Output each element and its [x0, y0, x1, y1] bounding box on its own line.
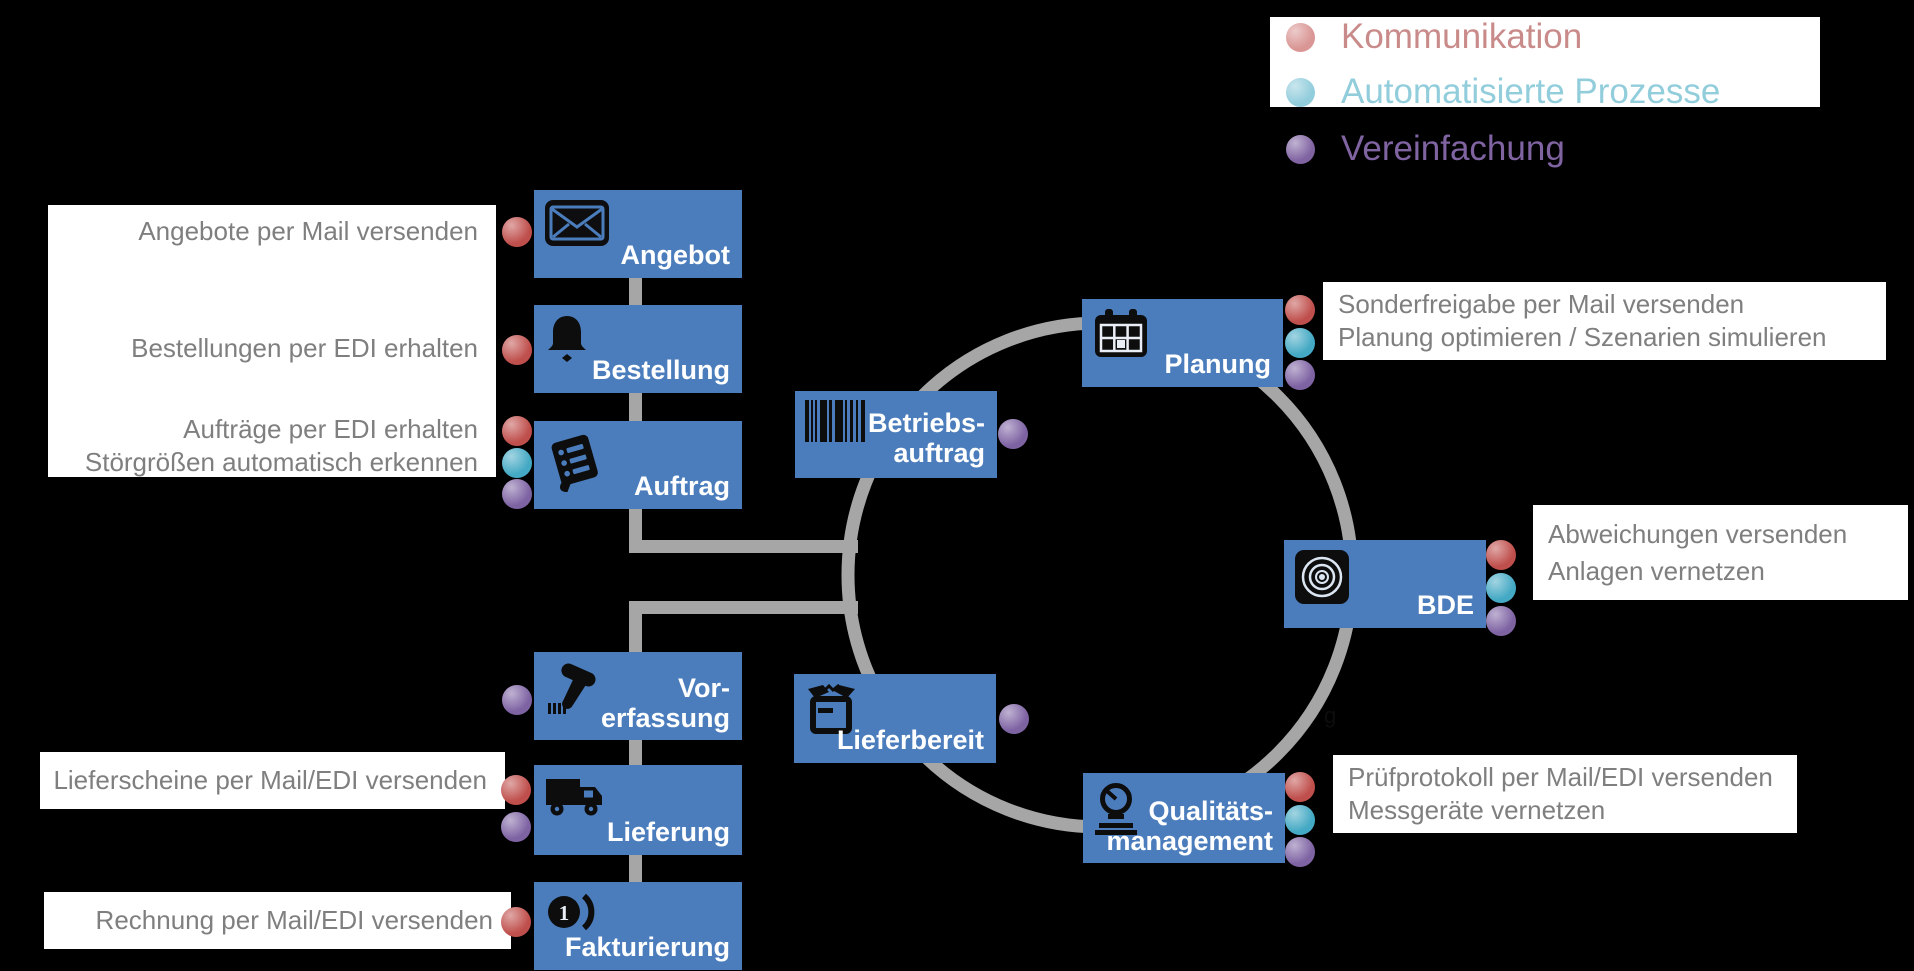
kommunikation-legend-label: Kommunikation: [1341, 17, 1583, 56]
auftrag-vereinfachung-dot: [502, 479, 532, 509]
chain-connectors: [629, 278, 858, 883]
target-rings-icon: [1294, 549, 1350, 610]
node-qualitaetsmanagement: Qualitäts- management: [1083, 773, 1285, 863]
envelope-icon: [544, 199, 610, 252]
bell-icon: [544, 314, 590, 371]
vereinfachung-legend-label: Vereinfachung: [1341, 129, 1565, 168]
barcode-icon: [805, 400, 867, 447]
planung-annotation: Sonderfreigabe per Mail versenden Planun…: [1323, 282, 1886, 360]
node-lieferung: Lieferung: [534, 765, 742, 855]
node-bestellung: Bestellung: [534, 305, 742, 393]
qm-vereinfachung-dot: [1285, 837, 1315, 867]
bde-automatisierung-dot: [1486, 573, 1516, 603]
betriebsauftrag-vereinfachung-dot: [998, 419, 1028, 449]
qm-kommunikation-dot: [1285, 772, 1315, 802]
automatisierte-prozesse-legend-dot: [1286, 78, 1315, 107]
gauge-icon: [1093, 782, 1145, 847]
bestellung-annotation: Bestellungen per EDI erhalten: [131, 333, 478, 363]
coin-icon: 1: [544, 891, 602, 942]
rechnung-kommunikation-dot: [501, 907, 531, 937]
qm-annotation: Prüfprotokoll per Mail/EDI versenden Mes…: [1333, 755, 1797, 833]
angebot-kommunikation-dot: [502, 217, 532, 247]
planung-automatisierung-dot: [1285, 328, 1315, 358]
barcode-scanner-icon: [544, 661, 604, 726]
order-document-icon: [544, 430, 606, 497]
node-planung: Planung: [1082, 299, 1283, 387]
bestellung-kommunikation-dot: [502, 335, 532, 365]
angebot-annotation: Angebote per Mail versenden: [138, 216, 478, 246]
auftrag-annotation: Aufträge per EDI erhalten Störgrößen aut…: [84, 414, 478, 477]
stray-glyph: g: [1324, 703, 1337, 728]
auftrag-kommunikation-dot: [502, 416, 532, 446]
qm-automatisierung-dot: [1285, 805, 1315, 835]
kommunikation-legend-dot: [1286, 23, 1315, 52]
planung-kommunikation-dot: [1285, 295, 1315, 325]
node-auftrag: Auftrag: [534, 421, 742, 509]
lieferschein-annotation: Lieferscheine per Mail/EDI versenden: [40, 752, 505, 809]
package-icon: [804, 683, 862, 742]
rechnung-annotation: Rechnung per Mail/EDI versenden: [44, 892, 511, 949]
bde-kommunikation-dot: [1486, 540, 1516, 570]
node-fakturierung: 1 Fakturierung: [534, 882, 742, 970]
vereinfachung-legend-dot: [1286, 135, 1315, 164]
lieferbereit-vereinfachung-dot: [999, 704, 1029, 734]
node-angebot: Angebot: [534, 190, 742, 278]
sales-annotations-panel: Angebote per Mail versenden Bestellungen…: [48, 205, 496, 477]
node-lieferbereit: Lieferbereit: [794, 674, 996, 763]
svg-text:1: 1: [559, 901, 570, 925]
bde-vereinfachung-dot: [1486, 606, 1516, 636]
node-betriebsauftrag: Betriebs- auftrag: [795, 391, 997, 478]
node-bde: BDE: [1284, 540, 1486, 628]
planung-vereinfachung-dot: [1285, 360, 1315, 390]
calendar-icon: [1092, 308, 1150, 365]
legend-panel: [1270, 17, 1820, 107]
auftrag-automatisierung-dot: [502, 448, 532, 478]
node-vorerfassung: Vor- erfassung: [534, 652, 742, 740]
lieferung-kommunikation-dot: [501, 775, 531, 805]
bde-annotation: Abweichungen versenden Anlagen vernetzen: [1533, 505, 1908, 600]
automatisierte-prozesse-legend-label: Automatisierte Prozesse: [1341, 72, 1721, 111]
vorerfassung-vereinfachung-dot: [502, 685, 532, 715]
lieferung-vereinfachung-dot: [501, 812, 531, 842]
truck-icon: [544, 774, 606, 825]
